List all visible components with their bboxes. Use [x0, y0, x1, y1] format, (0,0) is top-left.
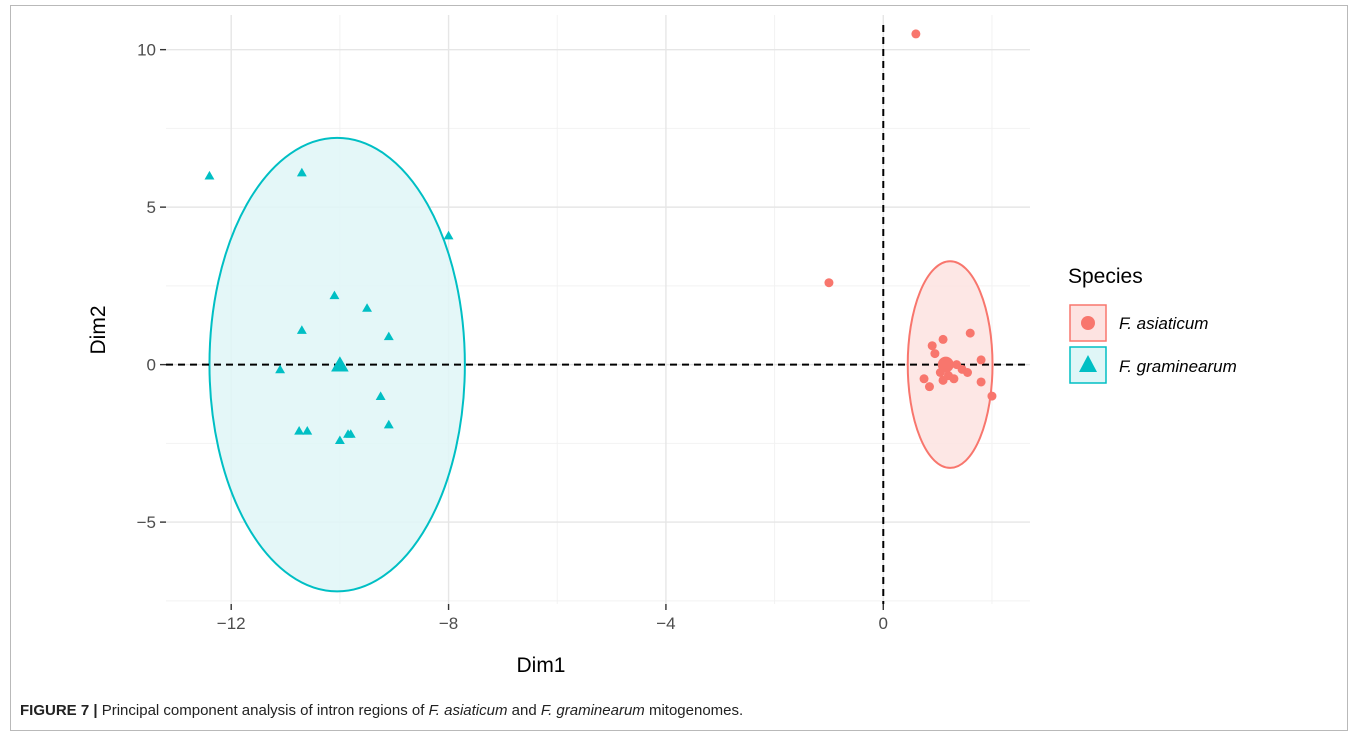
- point-graminearum: [383, 419, 394, 429]
- point-asiaticum: [919, 374, 929, 384]
- legend-label-asiaticum: F. asiaticum: [1119, 314, 1208, 333]
- caption-text-mid: and: [507, 702, 541, 719]
- point-asiaticum: [824, 278, 834, 288]
- point-asiaticum: [938, 334, 948, 344]
- legend-title: Species: [1068, 265, 1143, 288]
- point-graminearum: [362, 303, 373, 312]
- y-tick-label: 0: [147, 356, 156, 375]
- point-asiaticum: [927, 341, 937, 351]
- point-asiaticum: [976, 355, 986, 365]
- legend-triangle-marker: [1079, 355, 1097, 372]
- x-axis-title: Dim1: [516, 654, 565, 677]
- point-graminearum: [296, 325, 307, 334]
- data-points: [204, 29, 997, 445]
- point-graminearum: [296, 167, 307, 177]
- reference-lines: [166, 25, 1030, 604]
- point-graminearum: [375, 391, 386, 400]
- point-asiaticum: [930, 349, 940, 359]
- y-tick-label: 10: [137, 41, 156, 60]
- point-graminearum: [345, 429, 356, 438]
- caption-text-pre: Principal component analysis of intron r…: [97, 702, 429, 719]
- point-asiaticum: [924, 382, 934, 392]
- point-asiaticum: [976, 377, 986, 387]
- caption-text-post: mitogenomes.: [644, 702, 744, 719]
- legend-label-graminearum: F. graminearum: [1119, 357, 1237, 376]
- point-asiaticum: [911, 29, 921, 39]
- axes: −12 −8 −4 0 −5 0 5 10: [137, 41, 888, 633]
- point-graminearum: [383, 331, 394, 341]
- figure-caption: FIGURE 7 | Principal component analysis …: [20, 702, 743, 719]
- y-tick-label: −5: [137, 513, 156, 532]
- y-axis-title: Dim2: [87, 305, 110, 354]
- point-graminearum: [329, 290, 340, 300]
- point-graminearum: [443, 230, 454, 240]
- y-tick-label: 5: [147, 198, 156, 217]
- centroid-graminearum: [331, 356, 349, 372]
- point-graminearum: [294, 426, 305, 435]
- figure-frame: [10, 5, 1348, 731]
- legend-circle-marker: [1081, 316, 1095, 330]
- point-graminearum: [302, 426, 313, 435]
- point-asiaticum: [938, 375, 948, 385]
- point-asiaticum: [952, 360, 962, 370]
- x-tick-label: −4: [656, 614, 675, 633]
- x-tick-label: −12: [217, 614, 246, 633]
- x-tick-label: −8: [439, 614, 458, 633]
- x-tick-label: 0: [879, 614, 888, 633]
- caption-species-2: F. graminearum: [540, 702, 645, 719]
- caption-label: FIGURE 7 |: [20, 702, 98, 719]
- point-graminearum: [334, 435, 345, 445]
- centroid-asiaticum: [937, 356, 954, 373]
- point-asiaticum: [949, 374, 959, 384]
- legend: Species F. asiaticum F. graminearum: [1068, 265, 1237, 384]
- caption-species-1: F. asiaticum: [428, 702, 508, 719]
- point-asiaticum: [963, 367, 973, 377]
- point-graminearum: [204, 170, 215, 180]
- point-asiaticum: [987, 391, 997, 401]
- point-asiaticum: [965, 328, 975, 338]
- point-graminearum: [275, 364, 286, 374]
- pca-scatter-chart: −12 −8 −4 0 −5 0 5 10 Dim1 Dim2 Species F. asia…: [87, 15, 1237, 677]
